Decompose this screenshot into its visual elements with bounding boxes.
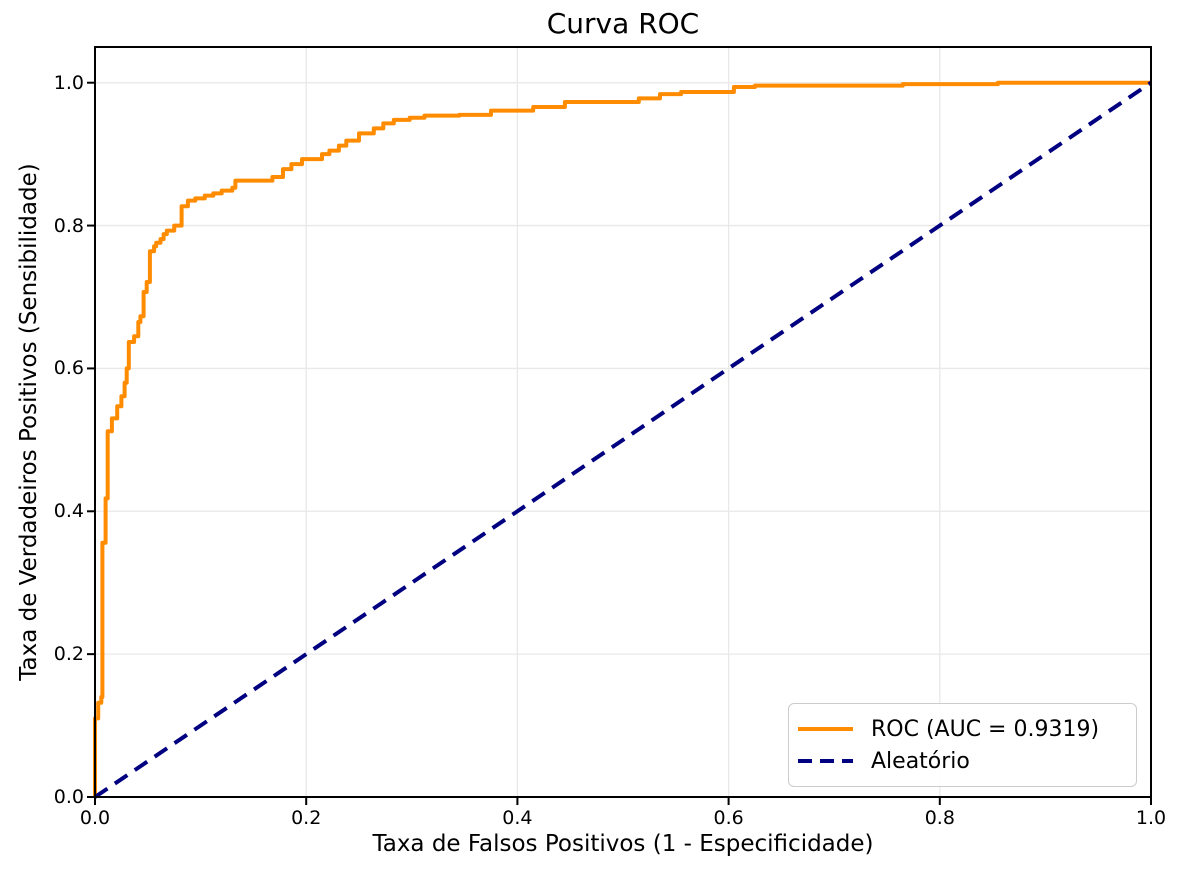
- x-tick-label: 0.4: [502, 807, 533, 829]
- y-tick-label: 0.6: [53, 357, 84, 380]
- roc-curve-line: [93, 80, 1151, 797]
- x-axis-label: Taxa de Falsos Positivos (1 - Especifici…: [372, 831, 874, 857]
- x-tick-label: 0.6: [713, 807, 744, 829]
- y-tick-label: 0.8: [53, 214, 84, 237]
- y-tick-label: 0.0: [53, 786, 84, 808]
- x-tick-label: 1.0: [1135, 807, 1167, 829]
- y-tick-label: 0.2: [53, 643, 84, 666]
- legend-item-aleatorio: Aleatório: [798, 749, 1136, 774]
- axes-spines: [94, 46, 1152, 798]
- legend: ROC (AUC = 0.9319) Aleatório: [788, 703, 1137, 787]
- x-tick-label: 0.2: [291, 807, 322, 829]
- aleatorio-dashed-line-swatch-icon: [798, 759, 853, 763]
- legend-label-aleatorio: Aleatório: [871, 748, 970, 774]
- legend-item-roc: ROC (AUC = 0.9319): [798, 717, 1136, 742]
- y-tick-label: 0.4: [53, 500, 84, 523]
- x-tick-label: 0.8: [924, 807, 955, 829]
- y-axis-label: Taxa de Verdadeiros Positivos (Sensibili…: [16, 163, 42, 681]
- random-baseline-line: [93, 81, 1153, 799]
- x-tick-label: 0.0: [79, 807, 111, 829]
- legend-label-roc: ROC (AUC = 0.9319): [871, 716, 1100, 742]
- y-tick-label: 1.0: [53, 71, 84, 94]
- chart-title: Curva ROC: [546, 7, 700, 40]
- roc-line-swatch-icon: [798, 727, 853, 731]
